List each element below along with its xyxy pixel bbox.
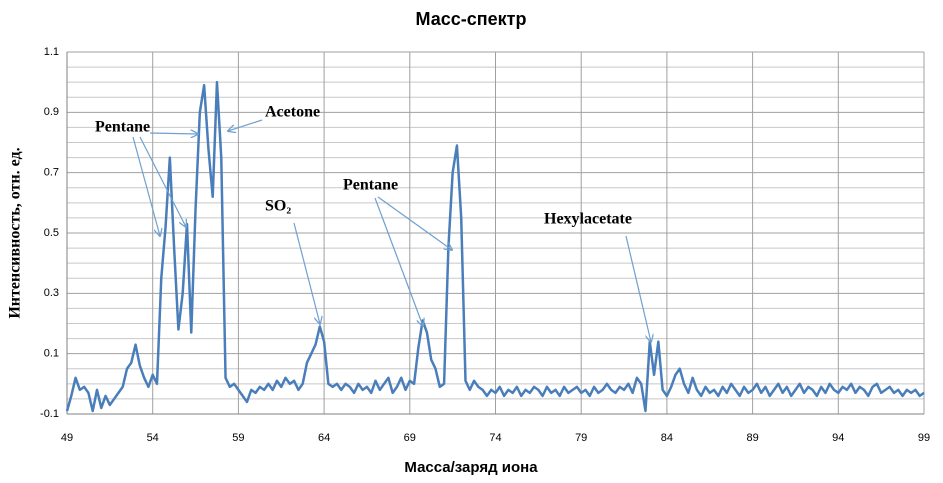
y-tick-label: 0.5 (44, 227, 59, 239)
y-tick-label: 0.1 (44, 348, 59, 360)
x-tick-label: 74 (489, 432, 501, 444)
annotation-arrow (139, 136, 186, 227)
x-tick-label: 79 (575, 432, 587, 444)
annotation: Pentane (343, 177, 398, 194)
x-tick-label: 54 (147, 432, 159, 444)
x-tick-label: 64 (318, 432, 330, 444)
y-tick-label: 0.9 (44, 106, 59, 118)
annotation-arrow (132, 136, 160, 236)
x-tick-label: 99 (918, 432, 930, 444)
annotation-arrow (293, 222, 320, 324)
y-tick-label: 0.7 (44, 167, 59, 179)
x-tick-label: 89 (746, 432, 758, 444)
y-axis-label: Интенсивность, отн. ед. (7, 147, 24, 318)
y-tick-label: 0.3 (44, 287, 59, 299)
x-axis-label: Масса/заряд иона (404, 459, 538, 476)
y-tick-label: -0.1 (40, 408, 59, 420)
annotation: Pentane (95, 119, 150, 136)
y-tick-label: 1.1 (44, 46, 59, 58)
x-tick-label: 94 (832, 432, 844, 444)
data-line (65, 80, 925, 413)
annotation: Acetone (265, 104, 320, 121)
annotation-arrow (149, 133, 198, 134)
grid (66, 51, 925, 415)
x-tick-label: 84 (661, 432, 673, 444)
annotation-arrow (374, 197, 423, 326)
x-tick-label: 49 (61, 432, 73, 444)
annotation: Hexylacetate (544, 211, 632, 228)
annotation-arrow (625, 235, 651, 342)
x-tick-label: 69 (404, 432, 416, 444)
annotation-arrow (228, 119, 263, 131)
annotation-arrow (377, 196, 452, 250)
x-tick-label: 59 (232, 432, 244, 444)
annotation: SO₂ (265, 198, 291, 215)
chart-title: Масс-спектр (416, 9, 527, 29)
